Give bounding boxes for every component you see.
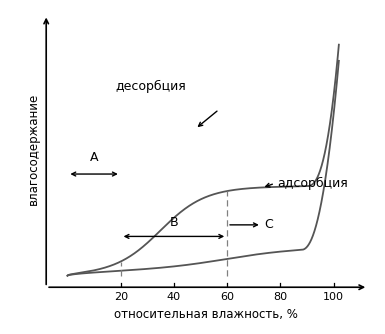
Text: десорбция: десорбция [116,80,186,93]
Text: 100: 100 [323,292,344,302]
Text: C: C [264,218,273,231]
Text: адсорбция: адсорбция [278,177,348,190]
Text: влагосодержание: влагосодержание [27,93,39,205]
Text: 40: 40 [167,292,181,302]
Text: 20: 20 [114,292,128,302]
Text: A: A [90,151,98,164]
Text: 60: 60 [220,292,234,302]
Text: относительная влажность, %: относительная влажность, % [114,308,298,321]
Text: 80: 80 [273,292,287,302]
Text: B: B [170,216,178,229]
